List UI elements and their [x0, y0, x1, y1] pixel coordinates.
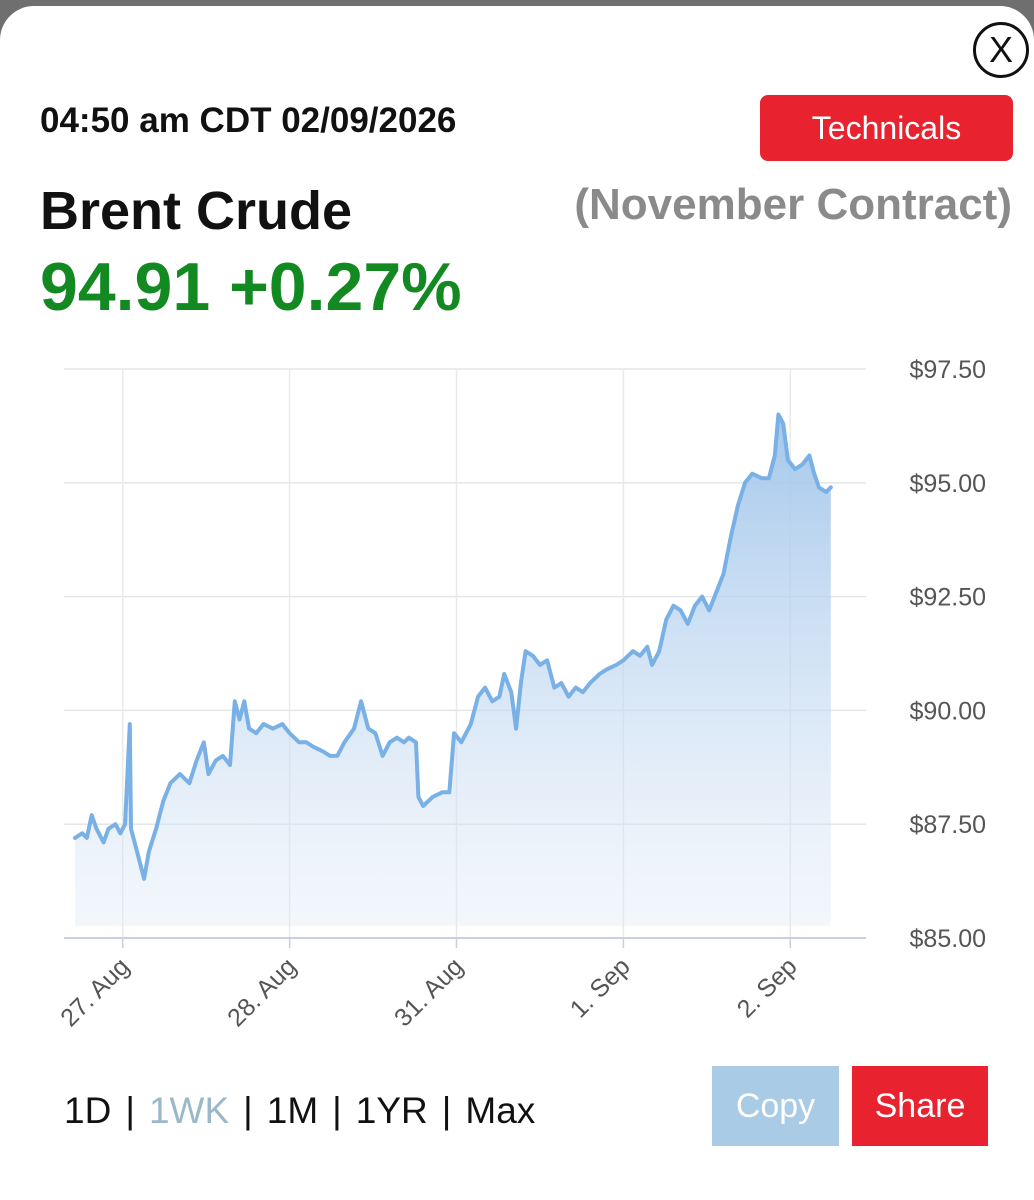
y-tick-label: $95.00 — [910, 470, 986, 498]
range-1d[interactable]: 1D — [64, 1090, 112, 1131]
close-icon: X — [988, 29, 1013, 70]
range-separator: | — [332, 1090, 342, 1131]
range-1m[interactable]: 1M — [266, 1090, 319, 1131]
range-max[interactable]: Max — [465, 1090, 536, 1131]
y-tick-label: $97.50 — [910, 356, 986, 384]
x-tick-label: 28. Aug — [222, 952, 302, 1032]
x-tick-label: 31. Aug — [389, 952, 469, 1032]
series-area — [75, 414, 831, 926]
range-selector: 1D | 1WK | 1M | 1YR | Max — [64, 1090, 535, 1132]
y-tick-label: $90.00 — [910, 697, 986, 725]
quote-timestamp: 04:50 am CDT 02/09/2026 — [40, 101, 457, 140]
price-chart: $97.50 $95.00 $92.50 $90.00 $87.50 $85.00 27. … — [55, 356, 986, 1032]
technicals-button[interactable]: Technicals — [760, 95, 1013, 161]
y-tick-label: $85.00 — [910, 925, 986, 953]
range-1wk[interactable]: 1WK — [148, 1090, 230, 1131]
x-tick-label: 2. Sep — [732, 952, 803, 1023]
price-change: +0.27% — [229, 249, 462, 325]
x-tick-label: 27. Aug — [55, 952, 135, 1032]
close-button[interactable]: X — [973, 22, 1029, 78]
range-separator: | — [441, 1090, 452, 1131]
y-tick-label: $92.50 — [910, 584, 986, 612]
contract-label: (November Contract) — [574, 180, 1012, 229]
range-separator: | — [125, 1090, 135, 1131]
share-button[interactable]: Share — [852, 1066, 988, 1146]
range-separator: | — [243, 1090, 253, 1131]
price-value: 94.91 — [40, 249, 211, 325]
series-line — [73, 412, 833, 881]
instrument-name: Brent Crude — [40, 181, 353, 241]
copy-button[interactable]: Copy — [712, 1066, 839, 1146]
price-quote: 94.91 +0.27% — [40, 248, 462, 326]
range-1yr[interactable]: 1YR — [355, 1090, 428, 1131]
x-tick-label: 1. Sep — [565, 952, 636, 1023]
quote-popup — [0, 6, 1034, 1200]
y-tick-label: $87.50 — [910, 811, 986, 839]
